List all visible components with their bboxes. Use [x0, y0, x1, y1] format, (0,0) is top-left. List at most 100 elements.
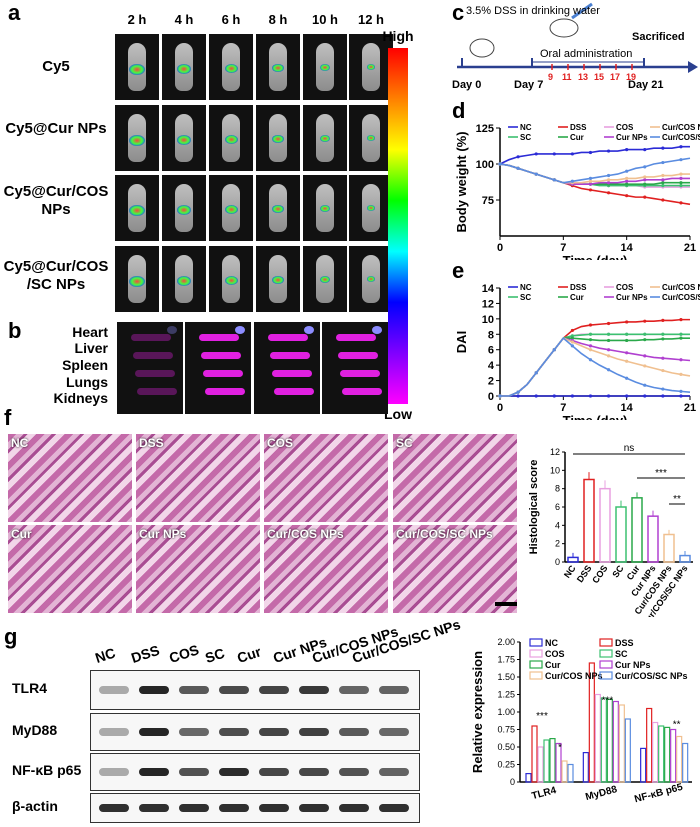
panel-label-a: a [8, 0, 20, 26]
day21-label: Day 21 [628, 79, 663, 91]
legend-label: NC [520, 283, 532, 292]
data-point [661, 161, 664, 164]
chart-body-weight: 75100125071421Time (day)Body weight (%)N… [452, 110, 700, 260]
legend-label: Cur NPs [616, 133, 648, 142]
colorbar-high-label: High [378, 28, 418, 44]
data-point [498, 394, 501, 397]
lane-label: DSS [129, 642, 161, 666]
legend-label: NC [545, 638, 558, 648]
row-label: Cy5 [0, 58, 112, 76]
legend-label: SC [615, 649, 628, 659]
data-point [589, 394, 592, 397]
data-point [607, 348, 610, 351]
blot-band [99, 768, 129, 776]
lane-label: COS [167, 641, 201, 666]
y-tick-label: 2 [555, 539, 560, 549]
bar [538, 747, 543, 782]
data-point [625, 394, 628, 397]
data-point [679, 145, 682, 148]
blot-band [259, 804, 289, 812]
legend-label: COS [545, 649, 565, 659]
data-point [679, 158, 682, 161]
data-point [643, 354, 646, 357]
bar [568, 557, 578, 562]
organ-label: Lungs [38, 374, 108, 390]
bar [683, 744, 688, 783]
blot-band [219, 686, 249, 694]
significance-label: * [558, 743, 562, 754]
data-point [679, 318, 682, 321]
colon-signal [133, 352, 173, 359]
oral-label: Oral administration [540, 48, 632, 60]
data-point [625, 360, 628, 363]
data-point [661, 174, 664, 177]
histology-image: Cur [8, 525, 132, 613]
data-point [607, 339, 610, 342]
blot-band [99, 804, 129, 812]
blot-band [299, 728, 329, 736]
y-tick-label: 100 [476, 159, 494, 171]
time-label: 6 h [211, 12, 251, 27]
bar [607, 699, 612, 782]
data-point [607, 178, 610, 181]
blot-band [219, 728, 249, 736]
colon-signal [336, 334, 376, 341]
blot-band [339, 768, 369, 776]
bar [544, 740, 549, 782]
data-point [679, 172, 682, 175]
time-label: 10 h [305, 12, 345, 27]
y-tick-label: 2 [488, 376, 494, 388]
significance-label: *** [601, 696, 613, 707]
fluorescence-signal [272, 135, 284, 143]
blot-band [299, 804, 329, 812]
data-point [571, 344, 574, 347]
data-point [589, 177, 592, 180]
colon-signal [201, 352, 241, 359]
blot-strip [90, 670, 420, 710]
fluorescence-signal [272, 205, 284, 213]
y-tick-label: 0 [488, 391, 494, 403]
data-point [589, 183, 592, 186]
legend-label: Cur [570, 293, 584, 302]
fluorescence-signal [225, 64, 238, 73]
fluorescence-signal [272, 276, 284, 284]
ivis-image [256, 246, 300, 312]
colorbar [388, 48, 408, 404]
blot-band [339, 804, 369, 812]
blot-band [179, 686, 209, 694]
y-tick-label: 125 [476, 123, 494, 135]
bar [665, 727, 670, 782]
legend-label: Cur/COS/SC NPs [615, 671, 688, 681]
ivis-image [349, 246, 393, 312]
data-point [679, 181, 682, 184]
x-tick-label: 21 [684, 242, 696, 254]
histology-image: SC [393, 434, 517, 522]
fluorescence-signal [225, 205, 238, 214]
dose-day: 11 [562, 72, 572, 82]
organ-image [185, 322, 251, 414]
y-tick-label: 0.50 [497, 742, 515, 752]
category-label: NF-κB p65 [633, 782, 684, 806]
data-point [661, 198, 664, 201]
ivis-image [209, 246, 253, 312]
histology-label: NC [11, 436, 28, 450]
data-point [498, 162, 501, 165]
lane-label: Cur [235, 643, 263, 666]
data-point [661, 369, 664, 372]
histology-label: Cur/COS/SC NPs [396, 527, 493, 541]
category-label: DSS [575, 563, 594, 584]
ivis-image [115, 34, 159, 100]
chart-histological-score: 024681012Histological scoreNCDSSCOS SCCur… [525, 432, 700, 617]
fluorescence-signal [367, 135, 376, 141]
ivis-image [162, 34, 206, 100]
x-tick-label: 21 [684, 402, 696, 414]
blot-band [179, 804, 209, 812]
data-point [589, 333, 592, 336]
ivis-image [209, 34, 253, 100]
histology-label: SC [396, 436, 413, 450]
data-point [589, 348, 592, 351]
category-label: COS [590, 563, 609, 585]
data-point [535, 172, 538, 175]
data-point [661, 147, 664, 150]
day7-label: Day 7 [514, 79, 543, 91]
